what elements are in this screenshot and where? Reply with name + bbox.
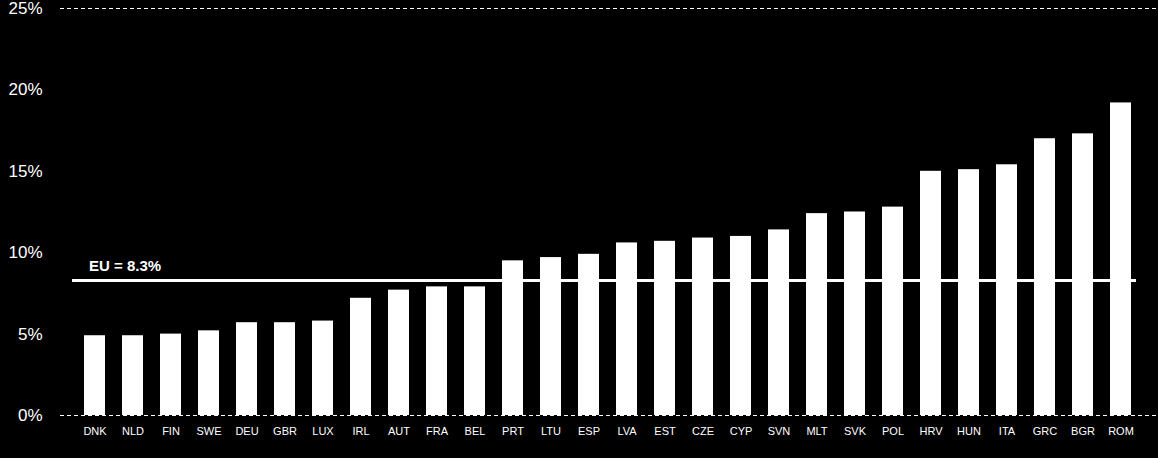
svg-text:HUN: HUN bbox=[957, 425, 981, 437]
svg-text:SVK: SVK bbox=[844, 425, 867, 437]
svg-text:LTU: LTU bbox=[541, 425, 561, 437]
svg-text:BGR: BGR bbox=[1071, 425, 1095, 437]
svg-text:0%: 0% bbox=[18, 406, 43, 425]
svg-text:25%: 25% bbox=[8, 0, 42, 18]
svg-text:SVN: SVN bbox=[768, 425, 791, 437]
svg-text:NLD: NLD bbox=[122, 425, 144, 437]
svg-text:DEU: DEU bbox=[235, 425, 258, 437]
svg-text:HRV: HRV bbox=[919, 425, 943, 437]
svg-text:10%: 10% bbox=[8, 243, 42, 262]
svg-text:LUX: LUX bbox=[312, 425, 334, 437]
svg-text:FIN: FIN bbox=[162, 425, 180, 437]
svg-text:20%: 20% bbox=[8, 80, 42, 99]
svg-text:BEL: BEL bbox=[465, 425, 486, 437]
svg-text:POL: POL bbox=[882, 425, 904, 437]
svg-text:FRA: FRA bbox=[426, 425, 449, 437]
svg-text:EST: EST bbox=[654, 425, 676, 437]
svg-text:LVA: LVA bbox=[617, 425, 637, 437]
svg-text:ROM: ROM bbox=[1108, 425, 1134, 437]
svg-text:PRT: PRT bbox=[502, 425, 524, 437]
svg-text:GRC: GRC bbox=[1033, 425, 1058, 437]
svg-text:ESP: ESP bbox=[578, 425, 600, 437]
svg-text:CZE: CZE bbox=[692, 425, 714, 437]
svg-text:IRL: IRL bbox=[352, 425, 369, 437]
svg-text:CYP: CYP bbox=[730, 425, 753, 437]
svg-text:DNK: DNK bbox=[83, 425, 107, 437]
svg-text:ITA: ITA bbox=[999, 425, 1016, 437]
svg-text:MLT: MLT bbox=[806, 425, 827, 437]
svg-text:EU = 8.3%: EU = 8.3% bbox=[89, 257, 161, 274]
svg-text:5%: 5% bbox=[18, 325, 43, 344]
svg-text:SWE: SWE bbox=[196, 425, 221, 437]
svg-text:15%: 15% bbox=[8, 162, 42, 181]
svg-text:AUT: AUT bbox=[388, 425, 410, 437]
svg-text:GBR: GBR bbox=[273, 425, 297, 437]
